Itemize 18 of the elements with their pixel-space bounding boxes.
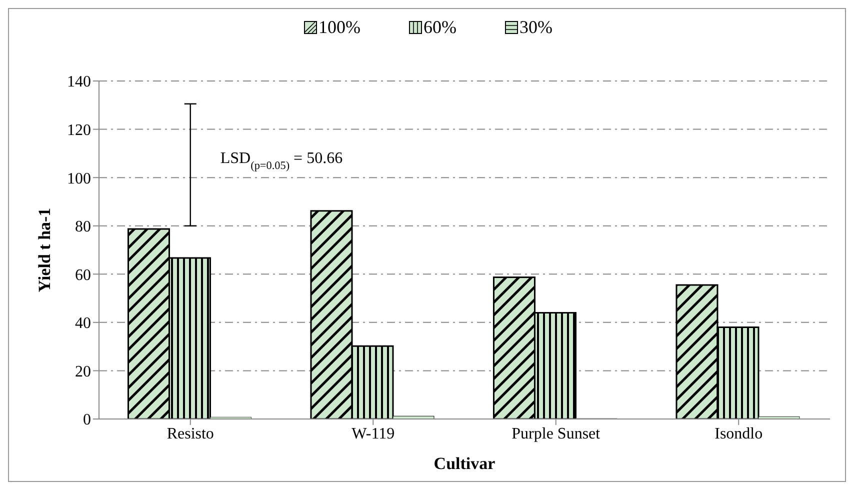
y-tick-label: 80 (75, 218, 91, 236)
y-tick-label: 20 (75, 363, 91, 380)
legend-label: 60% (422, 17, 456, 38)
legend-label: 30% (518, 17, 552, 38)
x-tick-label: W-119 (352, 425, 395, 442)
x-axis-title: Cultivar (434, 454, 496, 473)
y-tick-label: 0 (83, 412, 91, 429)
y-tick-label: 60 (75, 266, 91, 284)
x-tick-label: Purple Sunset (512, 425, 601, 442)
y-tick-label: 40 (75, 315, 91, 332)
y-tick-label: 140 (67, 74, 91, 91)
y-tick-label: 120 (67, 122, 91, 139)
x-tick-label: Isondlo (714, 425, 763, 442)
x-tick-label: Resisto (166, 425, 214, 442)
annotation: LSD$_{(p=0.05)}$ = 50.66 (220, 150, 343, 172)
legend-label: 100% (318, 17, 360, 38)
y-tick-label: 100 (67, 170, 91, 188)
y-axis-title: Yield t ha-1 (35, 208, 54, 292)
